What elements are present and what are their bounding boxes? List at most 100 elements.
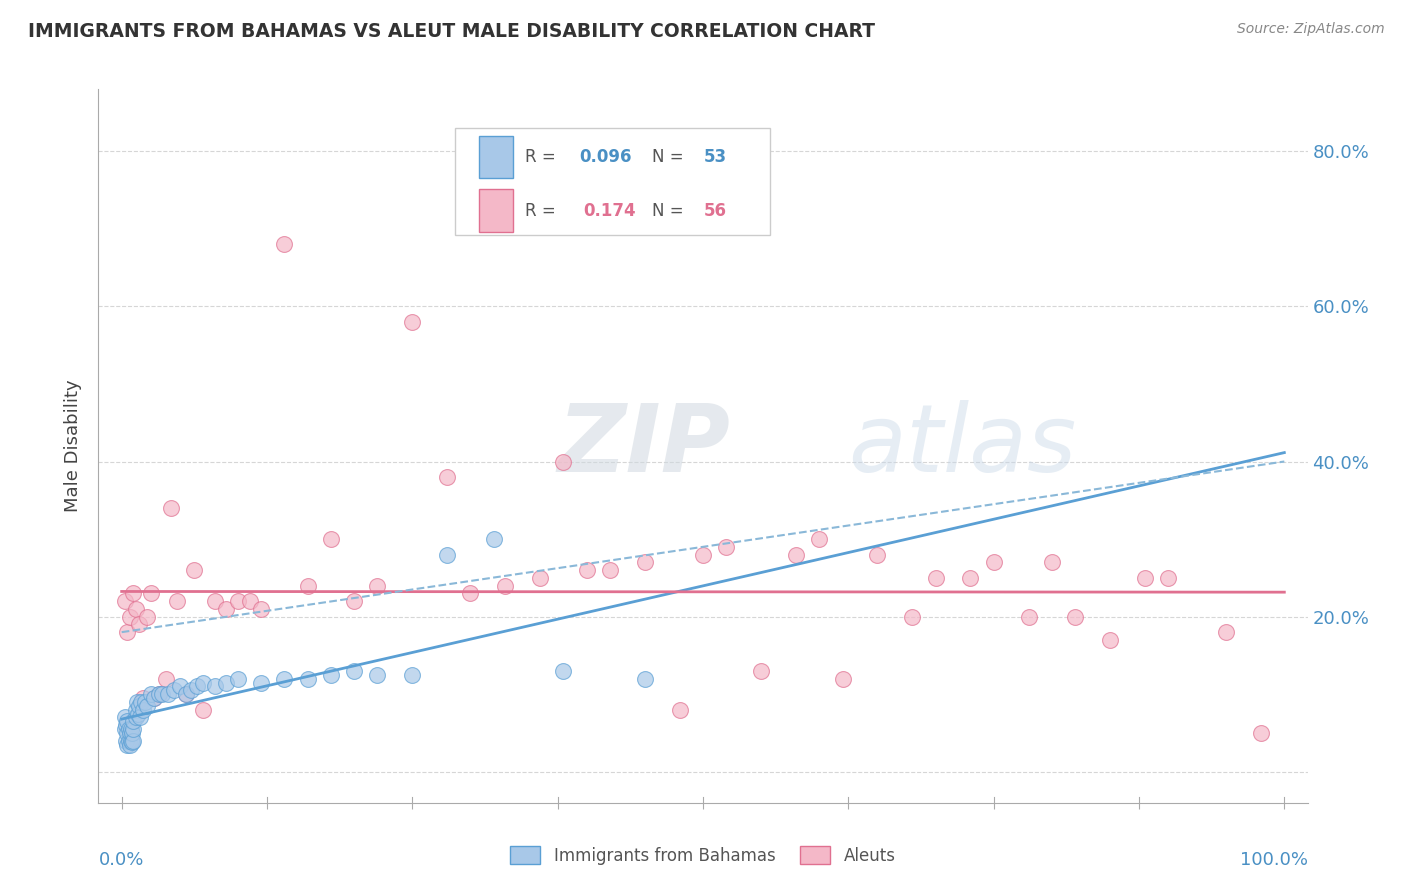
Point: [553, 664, 575, 678]
Point: [808, 532, 831, 546]
Point: [122, 586, 145, 600]
Text: N =: N =: [652, 202, 689, 219]
Point: [436, 470, 458, 484]
Point: [250, 675, 273, 690]
Point: [401, 668, 423, 682]
Point: [343, 594, 366, 608]
Point: [226, 594, 249, 608]
Point: [122, 733, 145, 747]
Point: [117, 714, 139, 729]
Point: [716, 540, 738, 554]
Point: [174, 687, 197, 701]
Point: [1133, 571, 1156, 585]
Point: [183, 563, 205, 577]
Point: [125, 695, 148, 709]
Point: [163, 683, 186, 698]
Point: [319, 668, 342, 682]
Point: [118, 722, 141, 736]
Point: [118, 738, 141, 752]
Point: [148, 687, 170, 701]
Point: [634, 672, 657, 686]
Text: 53: 53: [704, 148, 727, 166]
Text: R =: R =: [526, 148, 561, 166]
Point: [529, 571, 551, 585]
Point: [692, 548, 714, 562]
Point: [120, 733, 142, 747]
Point: [174, 687, 197, 701]
Text: 0.0%: 0.0%: [98, 851, 143, 870]
Point: [599, 563, 621, 577]
Point: [122, 714, 145, 729]
Point: [134, 695, 156, 709]
Point: [136, 609, 159, 624]
Text: 56: 56: [704, 202, 727, 219]
Point: [122, 722, 145, 736]
FancyBboxPatch shape: [479, 136, 513, 178]
Point: [120, 722, 142, 736]
Point: [136, 698, 159, 713]
Point: [131, 703, 153, 717]
Point: [866, 548, 889, 562]
Point: [482, 532, 505, 546]
Point: [1064, 609, 1087, 624]
Point: [115, 733, 138, 747]
Point: [143, 691, 166, 706]
Text: Source: ZipAtlas.com: Source: ZipAtlas.com: [1237, 22, 1385, 37]
Point: [460, 586, 482, 600]
Point: [127, 706, 149, 721]
Legend: Immigrants from Bahamas, Aleuts: Immigrants from Bahamas, Aleuts: [502, 838, 904, 873]
Point: [924, 571, 946, 585]
Point: [180, 683, 202, 698]
Point: [159, 501, 181, 516]
Point: [273, 237, 295, 252]
Point: [155, 672, 177, 686]
Text: 0.174: 0.174: [583, 202, 636, 219]
Point: [114, 594, 136, 608]
Text: ZIP: ZIP: [558, 400, 731, 492]
Point: [749, 664, 772, 678]
Point: [215, 602, 238, 616]
Point: [959, 571, 981, 585]
Point: [1098, 632, 1121, 647]
Text: R =: R =: [526, 202, 567, 219]
Point: [1157, 571, 1180, 585]
Point: [139, 586, 162, 600]
Point: [114, 710, 136, 724]
Point: [494, 579, 516, 593]
Point: [121, 735, 143, 749]
Point: [366, 579, 388, 593]
Point: [901, 609, 924, 624]
Point: [139, 687, 162, 701]
Point: [319, 532, 342, 546]
Point: [131, 695, 153, 709]
Point: [831, 672, 853, 686]
Point: [118, 609, 141, 624]
Point: [273, 672, 295, 686]
Point: [128, 698, 150, 713]
Point: [436, 548, 458, 562]
Point: [114, 722, 136, 736]
Point: [1018, 609, 1040, 624]
Point: [668, 703, 690, 717]
Point: [785, 548, 807, 562]
Point: [553, 454, 575, 468]
Point: [204, 680, 226, 694]
Point: [226, 672, 249, 686]
Text: atlas: atlas: [848, 401, 1077, 491]
Point: [148, 687, 170, 701]
Point: [157, 687, 180, 701]
Point: [150, 687, 173, 701]
Point: [1215, 625, 1237, 640]
Point: [129, 710, 152, 724]
Point: [186, 680, 208, 694]
Point: [191, 703, 214, 717]
Point: [166, 594, 188, 608]
Point: [117, 625, 139, 640]
Point: [128, 617, 150, 632]
Text: N =: N =: [652, 148, 689, 166]
Point: [124, 602, 146, 616]
Point: [124, 710, 146, 724]
Point: [983, 555, 1005, 569]
Point: [169, 680, 191, 694]
Point: [117, 738, 139, 752]
